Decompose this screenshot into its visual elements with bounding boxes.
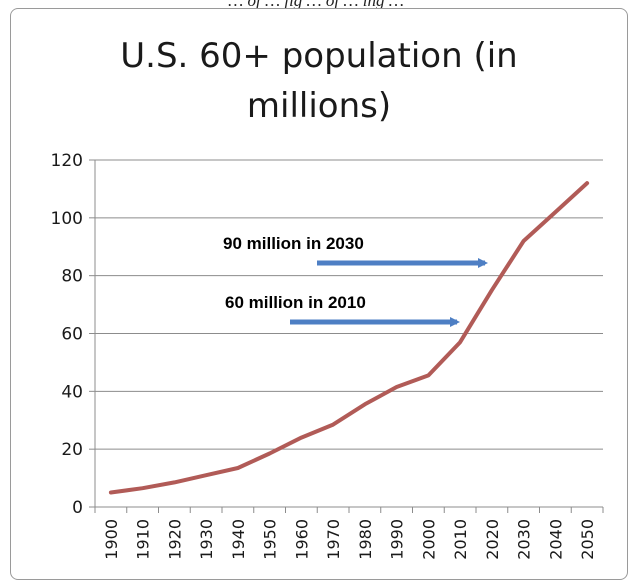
y-tick-label: 80 <box>61 267 83 287</box>
x-tick-label: 1950 <box>261 519 280 560</box>
cut-caption: … of … fig … of … ing … <box>228 0 404 10</box>
chart-title-line-1: U.S. 60+ population (in <box>120 36 517 76</box>
x-tick-label: 1900 <box>102 519 121 560</box>
x-tick-label: 1930 <box>197 519 216 560</box>
chart-frame: 0 20 40 60 80 100 120 1900 1910 1920 1930 1940 1950 1… <box>10 8 628 580</box>
title-layer: U.S. 60+ population (in millions) <box>120 36 517 126</box>
x-tick-label: 2010 <box>451 519 470 560</box>
y-tick-label: 40 <box>61 382 83 402</box>
series-line-1 <box>108 181 590 495</box>
annotation-layer: 90 million in 2030 60 million in 2010 <box>223 234 488 327</box>
x-tick-label: 1910 <box>134 519 153 560</box>
chart-title-line-2: millions) <box>247 86 391 126</box>
y-tick-label: 0 <box>72 498 83 518</box>
x-tick-label: 2050 <box>578 519 597 560</box>
annotation-label: 60 million in 2010 <box>225 293 366 312</box>
x-tick-label: 1980 <box>356 519 375 560</box>
series-layer <box>108 181 590 495</box>
annotation-label: 90 million in 2030 <box>223 234 364 253</box>
y-tick-label: 60 <box>61 325 83 345</box>
x-tick-label: 1920 <box>165 519 184 560</box>
grid-layer <box>95 159 603 450</box>
x-tick-label: 1970 <box>324 519 343 560</box>
x-tick-label: 2040 <box>546 519 565 560</box>
x-tick-label: 1960 <box>292 519 311 560</box>
x-tick-label: 1990 <box>388 519 407 560</box>
x-tick-label: 2000 <box>419 519 438 560</box>
y-tick-label: 20 <box>61 440 83 460</box>
y-tick-label: 100 <box>51 209 83 229</box>
x-tick-label: 2020 <box>483 519 502 560</box>
x-tick-label: 1940 <box>229 519 248 560</box>
y-tick-label: 120 <box>51 151 83 171</box>
x-tick-label: 2030 <box>515 519 534 560</box>
